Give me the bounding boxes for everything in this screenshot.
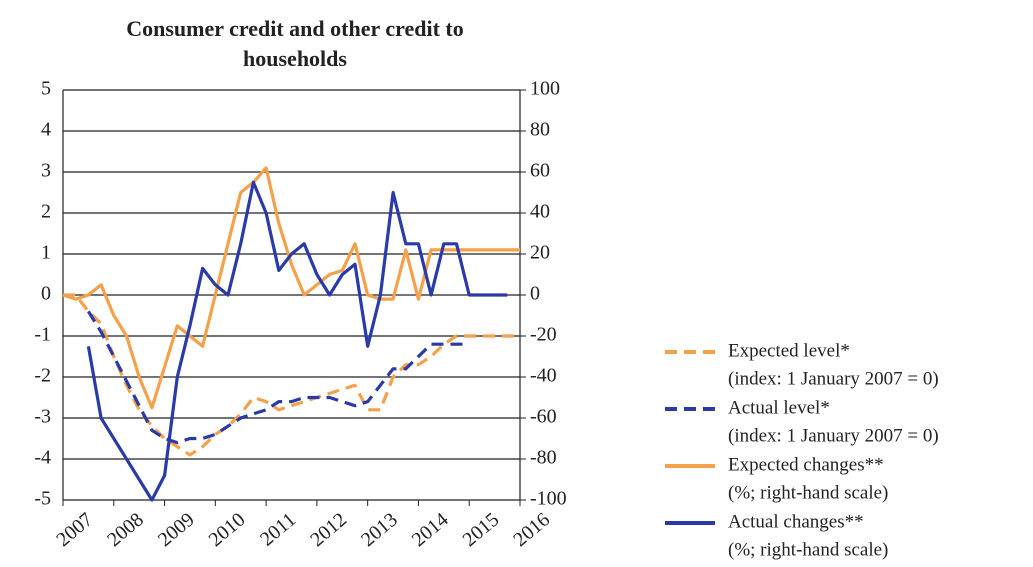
legend-label: Actual level* [728,397,830,418]
legend-label: Expected changes** [728,454,884,475]
y-tick-label: 2 [41,201,51,223]
y-tick-label: 1 [41,242,51,264]
y2-tick-label: 100 [530,78,560,100]
x-tick-label: 2007 [52,508,97,551]
series-line [86,180,508,502]
legend-note: (index: 1 January 2007 = 0) [728,425,939,446]
y2-tick-label: -20 [530,324,557,346]
x-tick-label: 2011 [256,508,300,550]
y2-tick-label: 80 [530,119,550,141]
y-tick-label: -2 [34,365,51,387]
y2-tick-label: -60 [530,406,557,428]
legend-note: (%; right-hand scale) [728,539,888,560]
y2-tick-label: 40 [530,201,550,223]
y-tick-label: -1 [34,324,51,346]
x-tick-label: 2016 [509,508,554,551]
y2-tick-label: -80 [530,447,557,469]
x-tick-label: 2012 [306,508,351,551]
legend-label: Expected level* [728,340,850,361]
x-tick-label: 2009 [154,508,199,551]
y2-tick-label: 20 [530,242,550,264]
legend-label: Actual changes** [728,511,864,532]
y2-tick-label: -100 [530,488,567,510]
series-line [87,310,470,445]
legend-note: (%; right-hand scale) [728,482,888,503]
y-tick-label: -3 [34,406,51,428]
y-tick-label: 5 [41,78,51,100]
y-tick-label: -5 [34,488,51,510]
y-tick-label: 0 [41,283,51,305]
x-tick-label: 2013 [357,508,402,551]
x-tick-label: 2008 [103,508,148,551]
y2-tick-label: 60 [530,160,550,182]
x-tick-label: 2010 [205,508,250,551]
series-line [63,293,520,457]
y2-tick-label: 0 [530,283,540,305]
x-tick-label: 2015 [459,508,504,551]
series-line [62,166,520,410]
y-tick-label: -4 [34,447,51,469]
y-tick-label: 4 [41,119,51,141]
y2-tick-label: -40 [530,365,557,387]
chart-title: Consumer credit and other credit to hous… [126,16,464,71]
legend-note: (index: 1 January 2007 = 0) [728,368,939,389]
x-tick-label: 2014 [408,508,453,551]
y-tick-label: 3 [41,160,51,182]
